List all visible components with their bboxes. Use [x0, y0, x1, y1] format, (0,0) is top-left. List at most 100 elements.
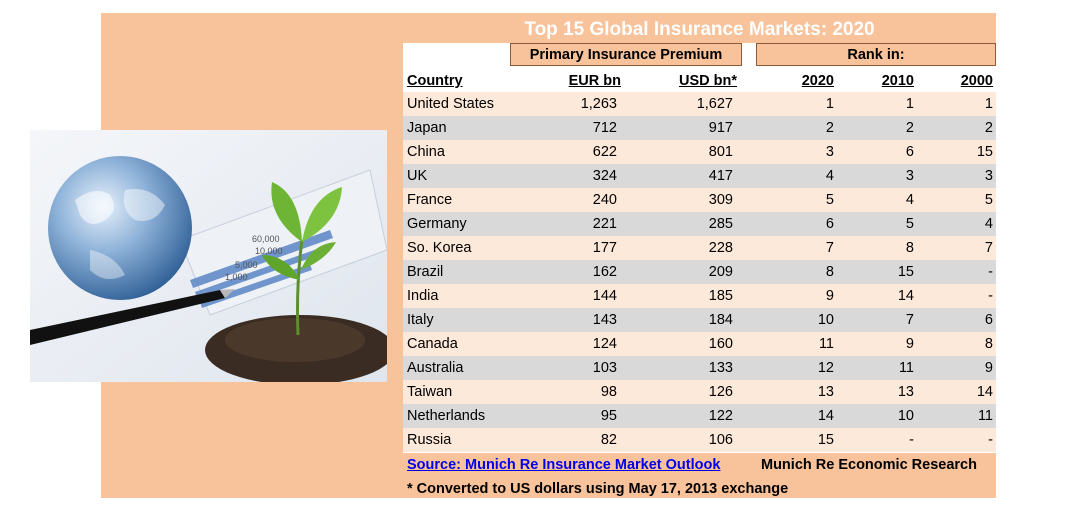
cell-rank-2020: 12	[817, 360, 834, 376]
cell-rank-2020: 10	[817, 312, 834, 328]
table-row: Netherlands 95 122 14 10 11	[403, 404, 996, 428]
column-header-country: Country	[407, 73, 463, 89]
cell-rank-2020: 2	[825, 120, 834, 136]
table-row: Brazil 162 209 8 15 -	[403, 260, 996, 284]
cell-rank-2020: 11	[818, 336, 834, 352]
cell-usd-bn: 309	[708, 192, 733, 208]
cell-rank-2000: 8	[984, 336, 993, 352]
cell-rank-2010: 7	[905, 312, 914, 328]
cell-country: Australia	[407, 360, 464, 376]
cell-country: China	[407, 144, 445, 160]
cell-rank-2020: 14	[817, 408, 834, 424]
table-row: UK 324 417 4 3 3	[403, 164, 996, 188]
svg-text:10,000: 10,000	[255, 246, 283, 256]
cell-rank-2000: 5	[984, 192, 993, 208]
cell-rank-2010: 15	[897, 264, 914, 280]
table-title: Top 15 Global Insurance Markets: 2020	[524, 19, 875, 40]
cell-eur-bn: 1,263	[580, 96, 617, 112]
cell-rank-2010: 1	[905, 96, 914, 112]
cell-country: France	[407, 192, 453, 208]
cell-rank-2010: 9	[905, 336, 914, 352]
table-row: Australia 103 133 12 11 9	[403, 356, 996, 380]
cell-country: Russia	[407, 432, 452, 448]
cell-country: Italy	[407, 312, 434, 328]
cell-usd-bn: 126	[708, 384, 733, 400]
cell-rank-2000: -	[988, 432, 993, 448]
cell-rank-2010: 10	[897, 408, 914, 424]
cell-country: Brazil	[407, 264, 444, 280]
cell-country: Taiwan	[407, 384, 453, 400]
cell-rank-2000: 3	[984, 168, 993, 184]
column-header-usd: USD bn*	[679, 73, 737, 89]
cell-rank-2010: 11	[898, 360, 914, 376]
globe-icon	[48, 156, 192, 300]
group-header-premium: Primary Insurance Premium	[510, 43, 742, 66]
cell-eur-bn: 221	[592, 216, 617, 232]
cell-rank-2000: -	[988, 288, 993, 304]
group-header-rank: Rank in:	[756, 43, 996, 66]
cell-usd-bn: 228	[708, 240, 733, 256]
cell-usd-bn: 184	[708, 312, 733, 328]
table-row: Russia 82 106 15 - -	[403, 428, 996, 452]
table-row: China 622 801 3 6 15	[403, 140, 996, 164]
table-row: Italy 143 184 10 7 6	[403, 308, 996, 332]
cell-rank-2000: 4	[984, 216, 993, 232]
cell-rank-2020: 8	[825, 264, 834, 280]
cell-rank-2010: 14	[897, 288, 914, 304]
cell-eur-bn: 143	[592, 312, 617, 328]
cell-country: India	[407, 288, 439, 304]
column-header-eur: EUR bn	[568, 73, 621, 89]
cell-rank-2000: 7	[984, 240, 993, 256]
cell-rank-2010: 5	[905, 216, 914, 232]
cell-rank-2010: 13	[897, 384, 914, 400]
cell-eur-bn: 622	[592, 144, 617, 160]
cell-usd-bn: 917	[708, 120, 733, 136]
cell-rank-2020: 13	[817, 384, 834, 400]
table-row: Japan 712 917 2 2 2	[403, 116, 996, 140]
cell-usd-bn: 209	[708, 264, 733, 280]
cell-rank-2000: 9	[984, 360, 993, 376]
table-row: Germany 221 285 6 5 4	[403, 212, 996, 236]
cell-usd-bn: 185	[708, 288, 733, 304]
cell-eur-bn: 324	[592, 168, 617, 184]
cell-rank-2020: 1	[825, 96, 834, 112]
cell-usd-bn: 106	[708, 432, 733, 448]
decorative-photo: 60,000 10,000 5,000 1,000	[30, 130, 387, 382]
cell-eur-bn: 712	[592, 120, 617, 136]
cell-usd-bn: 133	[708, 360, 733, 376]
cell-country: United States	[407, 96, 495, 112]
cell-rank-2020: 4	[825, 168, 834, 184]
cell-rank-2010: 2	[905, 120, 914, 136]
source-organization: Munich Re Economic Research	[761, 457, 977, 473]
cell-country: Japan	[407, 120, 447, 136]
cell-rank-2010: -	[909, 432, 914, 448]
cell-rank-2000: -	[988, 264, 993, 280]
table-row: India 144 185 9 14 -	[403, 284, 996, 308]
cell-rank-2020: 9	[825, 288, 834, 304]
source-link[interactable]: Source: Munich Re Insurance Market Outlo…	[407, 457, 721, 473]
cell-rank-2000: 1	[984, 96, 993, 112]
cell-rank-2000: 2	[984, 120, 993, 136]
table-row: Taiwan 98 126 13 13 14	[403, 380, 996, 404]
cell-eur-bn: 103	[592, 360, 617, 376]
table-row: United States 1,263 1,627 1 1 1	[403, 92, 996, 116]
svg-text:1,000: 1,000	[225, 272, 248, 282]
cell-country: Canada	[407, 336, 458, 352]
cell-country: Netherlands	[407, 408, 486, 424]
cell-rank-2010: 3	[905, 168, 914, 184]
cell-country: Germany	[407, 216, 467, 232]
cell-rank-2020: 7	[825, 240, 834, 256]
table-row: So. Korea 177 228 7 8 7	[403, 236, 996, 260]
svg-text:5,000: 5,000	[235, 260, 258, 270]
cell-eur-bn: 98	[600, 384, 617, 400]
cell-rank-2000: 14	[976, 384, 993, 400]
cell-country: UK	[407, 168, 428, 184]
cell-eur-bn: 144	[592, 288, 617, 304]
table-row: Canada 124 160 11 9 8	[403, 332, 996, 356]
cell-eur-bn: 177	[592, 240, 617, 256]
cell-usd-bn: 1,627	[696, 96, 733, 112]
cell-usd-bn: 122	[708, 408, 733, 424]
cell-rank-2020: 15	[817, 432, 834, 448]
column-header-rank-2010: 2010	[881, 73, 914, 89]
cell-rank-2020: 6	[825, 216, 834, 232]
